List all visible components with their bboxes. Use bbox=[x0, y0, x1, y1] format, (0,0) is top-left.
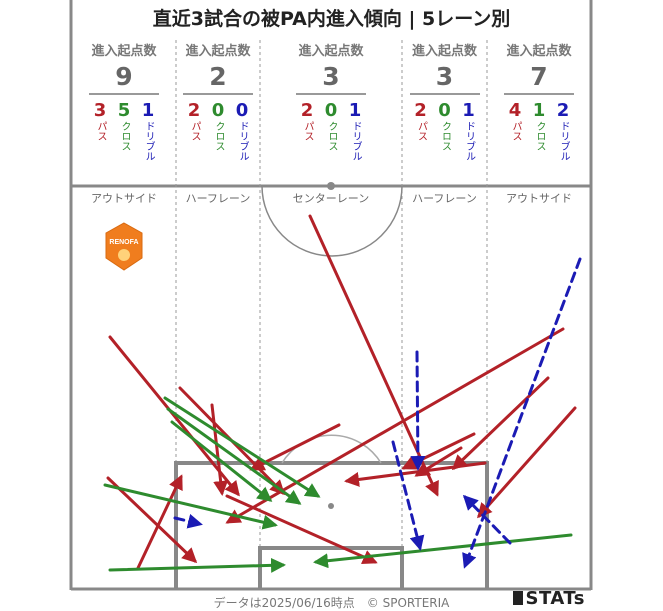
pass-arrow bbox=[225, 327, 565, 524]
lane-total: 2 bbox=[209, 62, 227, 91]
renofa-emblem-icon: RENOFA bbox=[105, 222, 143, 271]
pass-arrow bbox=[106, 476, 198, 564]
lane-name: アウトサイド bbox=[506, 192, 572, 205]
lane-total: 7 bbox=[530, 62, 548, 91]
dribble-arrow bbox=[391, 440, 425, 551]
dribble-arrow bbox=[462, 494, 512, 545]
lane-header-label: 進入起点数 bbox=[298, 44, 364, 59]
pass-label: パス bbox=[302, 121, 313, 141]
cross-label: クロス bbox=[439, 121, 451, 151]
lane-dribble-count: 1 bbox=[141, 100, 155, 121]
lane-total: 3 bbox=[435, 62, 454, 91]
lane-cross-count: 0 bbox=[211, 100, 225, 121]
brand-mark-icon bbox=[512, 591, 523, 605]
penalty-spot bbox=[328, 503, 334, 509]
pass-arrow bbox=[308, 214, 439, 497]
lane-rule bbox=[296, 93, 366, 95]
dribble-label: ドリブル bbox=[463, 121, 475, 161]
lane-rule bbox=[504, 93, 574, 95]
cross-label: クロス bbox=[326, 121, 337, 151]
cross-label: クロス bbox=[534, 121, 545, 151]
pass-label: パス bbox=[415, 121, 427, 141]
pass-arrow bbox=[210, 403, 229, 496]
cross-label: クロス bbox=[213, 121, 224, 151]
lane-header-label: 進入起点数 bbox=[411, 44, 477, 59]
lane-header-1: 進入起点数 9 3 パス 5 クロス 1 ドリブル bbox=[72, 40, 176, 161]
arrow-layer bbox=[103, 214, 582, 573]
lane-pass-count: 2 bbox=[414, 100, 427, 121]
pass-arrow bbox=[136, 474, 183, 570]
lane-name: アウトサイド bbox=[91, 192, 157, 205]
dribble-label: ドリブル bbox=[237, 121, 248, 161]
lane-cross-count: 0 bbox=[438, 100, 451, 121]
lane-dribble-count: 2 bbox=[556, 100, 570, 121]
lane-header-2: 進入起点数 2 2 パス 0 クロス 0 ドリブル bbox=[176, 40, 260, 161]
cross-label: クロス bbox=[119, 121, 130, 151]
dribble-label: ドリブル bbox=[558, 121, 569, 161]
lane-rule bbox=[409, 93, 480, 95]
pass-arrow bbox=[225, 494, 378, 564]
lane-cross-count: 1 bbox=[532, 100, 546, 121]
pass-arrow bbox=[344, 461, 487, 487]
lane-cross-count: 5 bbox=[117, 100, 131, 121]
lane-rule bbox=[183, 93, 253, 95]
dribble-arrow bbox=[410, 350, 426, 471]
cross-arrow bbox=[170, 420, 273, 502]
lane-total: 3 bbox=[322, 62, 340, 91]
lane-header-label: 進入起点数 bbox=[506, 44, 572, 59]
lane-dribble-count: 1 bbox=[348, 100, 362, 121]
lane-total: 9 bbox=[115, 62, 133, 91]
dribble-arrow bbox=[462, 257, 582, 569]
cross-arrow bbox=[163, 396, 321, 498]
cross-arrow bbox=[166, 407, 302, 505]
pass-label: パス bbox=[95, 121, 106, 141]
pass-arrow bbox=[108, 335, 240, 497]
lane-pass-count: 2 bbox=[300, 100, 314, 121]
lane-name: ハーフレーン bbox=[412, 192, 477, 205]
emblem-text: RENOFA bbox=[109, 239, 138, 246]
lane-name: ハーフレーン bbox=[185, 192, 251, 205]
cross-arrow bbox=[108, 557, 286, 573]
cross-arrow bbox=[103, 483, 278, 530]
lane-cross-count: 0 bbox=[324, 100, 338, 121]
cross-arrow bbox=[313, 533, 573, 569]
pass-label: パス bbox=[510, 121, 521, 141]
penalty-area bbox=[174, 461, 489, 589]
pass-arrow bbox=[451, 376, 550, 471]
lane-dribble-count: 1 bbox=[462, 100, 475, 121]
lane-pass-count: 4 bbox=[508, 100, 522, 121]
footer-note: データは2025/06/16時点 © SPORTERIA bbox=[213, 596, 450, 610]
dribble-label: ドリブル bbox=[143, 121, 154, 161]
center-spot bbox=[327, 182, 335, 190]
dribble-arrow bbox=[173, 513, 203, 529]
pass-arrow bbox=[477, 406, 577, 519]
chart-title: 直近3試合の被PA内進入傾向 | 5レーン別 bbox=[152, 8, 511, 30]
penalty-arc bbox=[281, 434, 382, 464]
center-circle bbox=[261, 185, 403, 257]
brand-text: STATs bbox=[525, 588, 585, 609]
lane-name: センターレーン bbox=[292, 192, 370, 205]
pass-label: パス bbox=[189, 121, 200, 141]
lane-pass-count: 2 bbox=[187, 100, 201, 121]
goal-area bbox=[258, 546, 404, 589]
lane-header-4: 進入起点数 3 2 パス 0 クロス 1 ドリブル bbox=[402, 40, 487, 161]
brand-logo: STATs bbox=[512, 588, 585, 609]
lane-header-label: 進入起点数 bbox=[185, 44, 251, 59]
lane-dribble-count: 0 bbox=[235, 100, 249, 121]
lane-header-5: 進入起点数 7 4 パス 1 クロス 2 ドリブル bbox=[487, 40, 591, 161]
lane-header-label: 進入起点数 bbox=[91, 44, 157, 59]
dribble-label: ドリブル bbox=[350, 121, 361, 161]
lane-header-3: 進入起点数 3 2 パス 0 クロス 1 ドリブル bbox=[260, 40, 402, 161]
lane-pass-count: 3 bbox=[93, 100, 107, 121]
lane-rule bbox=[89, 93, 159, 95]
